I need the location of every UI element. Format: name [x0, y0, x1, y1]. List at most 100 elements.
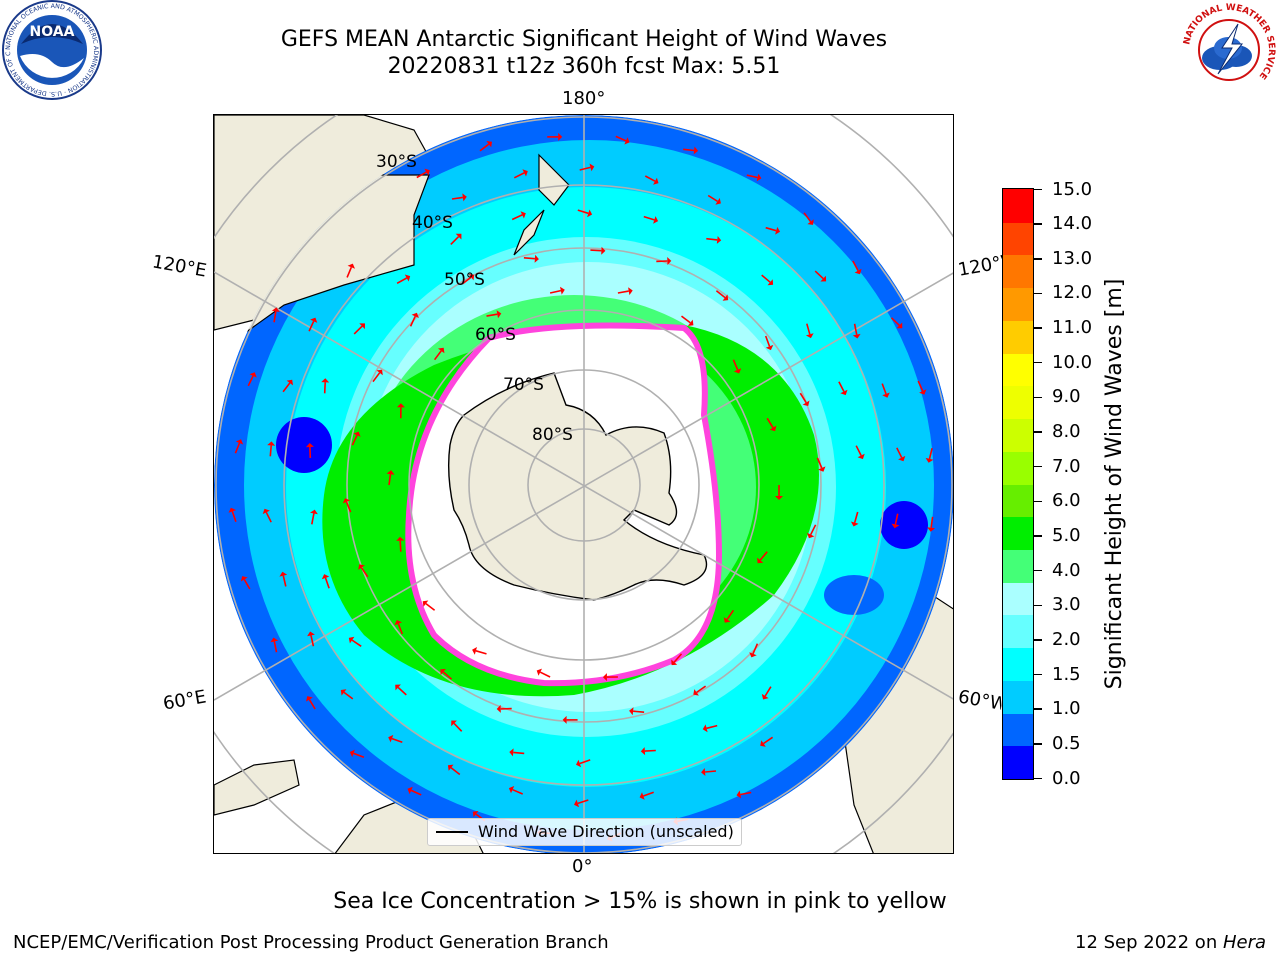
wind-wave-arrow [726, 609, 735, 620]
lat-label-70s: 70°S [503, 375, 544, 395]
wind-wave-arrowhead [508, 786, 515, 794]
wind-wave-arrow [803, 212, 812, 223]
colorbar-tick [1034, 639, 1042, 641]
wind-wave-arrow [399, 540, 402, 552]
wind-wave-arrowhead [249, 372, 257, 378]
wind-wave-arrow [852, 260, 859, 272]
wind-wave-arrow [512, 788, 524, 795]
wind-wave-arrowhead [602, 673, 607, 682]
graticule [214, 115, 953, 853]
colorbar-tick-label: 13.0 [1052, 247, 1093, 269]
wind-wave-arrowhead [228, 507, 237, 513]
wind-wave-arrow [269, 445, 272, 457]
colorbar-tick [1034, 743, 1042, 745]
wind-wave-arrow [310, 635, 315, 647]
wind-wave-arrowhead [818, 466, 826, 472]
wind-wave-arrow [806, 323, 811, 335]
colorbar-segment [1003, 614, 1033, 649]
wind-wave-arrow [752, 643, 759, 655]
wind-wave-arrow [282, 382, 291, 393]
wind-wave-arrowhead [462, 193, 467, 202]
wind-wave-arrowhead [639, 792, 645, 800]
lat-label-40s: 40°S [412, 213, 453, 233]
colorbar-tick-label: 3.0 [1052, 594, 1081, 616]
colorbar-tick-label: 14.0 [1052, 213, 1093, 235]
wind-wave-arrowhead [396, 403, 405, 408]
footer-host: Hera [1222, 932, 1266, 953]
colorbar-segment [1003, 189, 1033, 223]
wind-wave-arrow [243, 579, 251, 590]
wind-wave-arrowhead [589, 163, 595, 172]
wind-wave-arrowhead [767, 279, 774, 286]
chart-subtitle: 20220831 t12z 360h fcst Max: 5.51 [387, 54, 781, 79]
wind-wave-arrow [617, 290, 629, 294]
wind-wave-arrow [433, 350, 442, 361]
wind-wave-arrow [764, 335, 771, 347]
colorbar-tick-label: 0.5 [1052, 732, 1081, 754]
colorbar-tick-label: 6.0 [1052, 490, 1081, 512]
colorbar-tick [1034, 708, 1042, 710]
colorbar-tick-label: 7.0 [1052, 455, 1081, 477]
wind-wave-arrowhead [348, 636, 355, 644]
lon-label-180: 180° [562, 88, 606, 109]
wind-wave-arrowhead [388, 734, 394, 743]
wind-wave-arrow [247, 375, 254, 387]
wind-wave-arrowhead [422, 600, 429, 607]
wind-wave-arrowhead [927, 527, 936, 532]
wind-wave-arrowhead [522, 169, 528, 177]
wind-wave-arrow [523, 257, 535, 260]
wind-wave-arrowhead [486, 141, 492, 148]
wind-wave-arrowhead [756, 173, 762, 182]
wind-wave-arrow [590, 249, 602, 252]
colorbar-tick-label: 15.0 [1052, 178, 1093, 200]
colorbar-tick [1034, 292, 1042, 295]
wind-wave-arrow [706, 237, 718, 241]
wind-wave-arrow [740, 791, 752, 796]
wind-wave-arrow [425, 602, 436, 611]
colorbar-tick-label: 1.5 [1052, 663, 1081, 685]
wind-wave-arrowhead [509, 748, 514, 757]
wind-wave-arrowhead [757, 557, 764, 564]
wind-wave-arrowhead [667, 257, 672, 265]
wind-wave-arrow [746, 174, 758, 179]
wind-wave-arrowhead [805, 333, 814, 339]
wind-wave-arrowhead [424, 168, 430, 176]
wind-wave-arrowhead [349, 749, 355, 758]
wind-wave-arrow [539, 671, 551, 678]
wind-wave-arrowhead [882, 392, 890, 398]
colorbar-tick-label: 10.0 [1052, 351, 1093, 373]
wind-wave-arrowhead [440, 668, 446, 675]
wind-wave-arrowhead [574, 799, 580, 808]
noaa-logo-text: NOAA [30, 24, 75, 40]
wind-wave-arrowhead [857, 453, 865, 460]
wind-wave-arrow [323, 382, 326, 394]
wind-wave-arrow [644, 175, 656, 182]
wind-wave-arrow [765, 226, 777, 232]
wind-wave-arrow [707, 194, 718, 202]
colorbar-tick-label: 11.0 [1052, 317, 1093, 339]
wind-wave-arrow [308, 320, 315, 332]
wind-wave-arrowhead [653, 216, 659, 224]
colorbar-tick-label: 12.0 [1052, 282, 1093, 304]
wind-wave-arrow [549, 289, 562, 294]
wind-wave-arrowhead [702, 724, 708, 733]
wind-wave-arrow [273, 311, 277, 323]
wind-wave-arrowhead [468, 274, 475, 281]
wind-wave-arrow [453, 722, 463, 732]
wind-wave-arrow [766, 417, 774, 429]
wind-wave-arrowhead [854, 268, 862, 275]
wind-wave-arrowhead [536, 668, 542, 676]
wind-wave-arrow [273, 641, 278, 653]
wind-wave-arrow [579, 759, 591, 765]
wind-wave-arrowhead [447, 764, 454, 771]
wind-wave-arrow [372, 372, 381, 383]
footer-date: 12 Sep 2022 on Hera [1075, 932, 1266, 953]
wind-wave-arrowhead [279, 571, 288, 577]
wind-wave-arrowhead [640, 747, 646, 756]
colorbar [1002, 188, 1034, 780]
wind-wave-arrowhead [520, 211, 526, 219]
wind-wave-arrow [391, 737, 403, 744]
colorbar-segment [1003, 353, 1033, 387]
footer-date-text: 12 Sep 2022 on [1075, 932, 1223, 953]
lat-label-50s: 50°S [444, 270, 485, 290]
